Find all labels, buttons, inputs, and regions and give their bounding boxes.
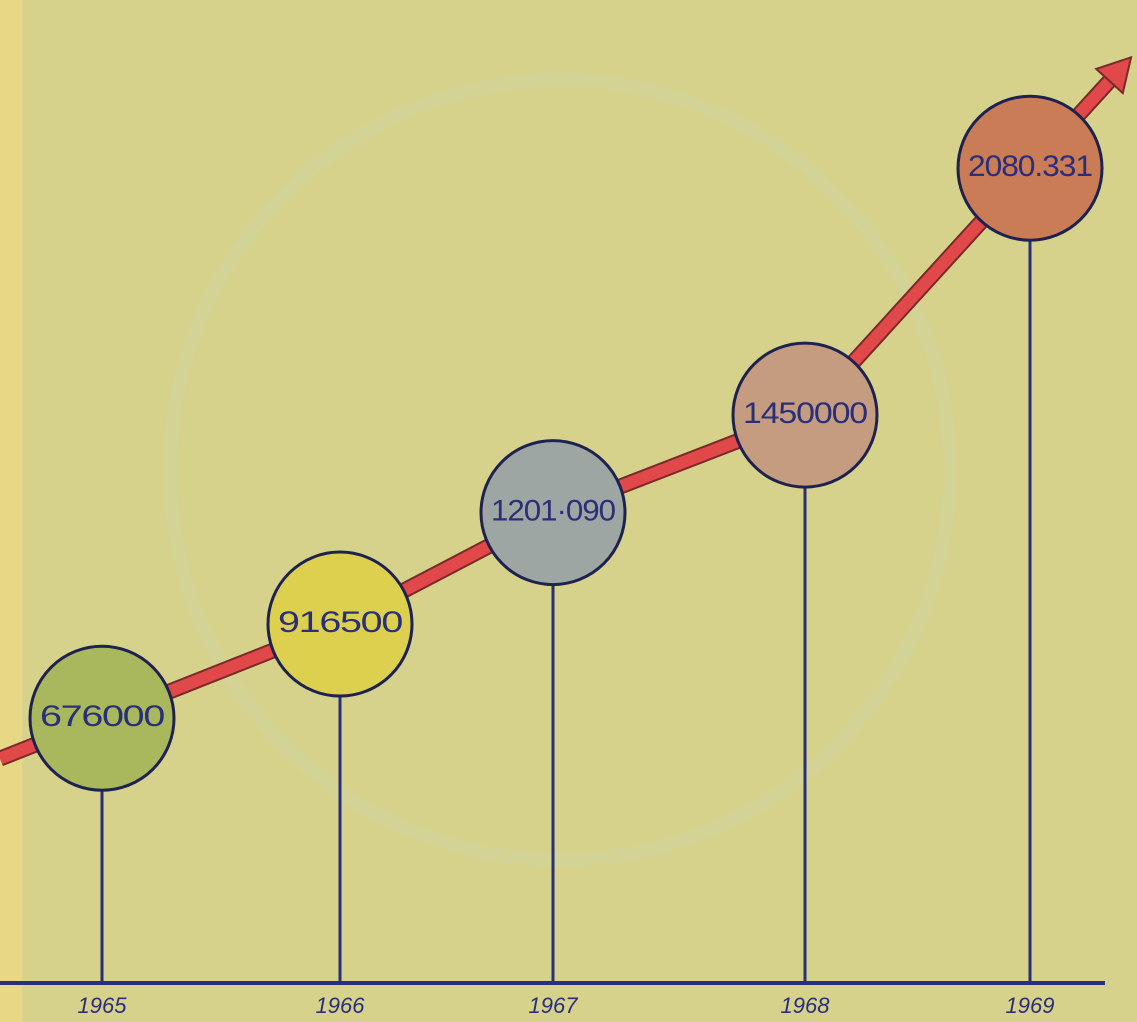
x-tick-label: 1966 [316, 993, 366, 1018]
x-tick-label: 1968 [781, 993, 831, 1018]
bubble [731, 341, 879, 489]
bubble [479, 439, 627, 587]
watermark [163, 73, 957, 867]
bubble [28, 644, 176, 792]
page-edge [0, 0, 22, 1022]
value-label: 2080.331 [968, 150, 1092, 183]
x-tick-label: 1967 [529, 993, 579, 1018]
arrow-head [1094, 55, 1133, 96]
value-label: 1201·090 [491, 494, 615, 527]
x-tick-label: 1969 [1006, 993, 1055, 1018]
value-label: 676000 [40, 700, 164, 733]
value-label: 1450000 [743, 397, 867, 430]
x-tick-label: 1965 [78, 993, 128, 1018]
bubble [956, 94, 1104, 242]
value-label: 916500 [278, 606, 402, 639]
bubble [266, 550, 414, 698]
